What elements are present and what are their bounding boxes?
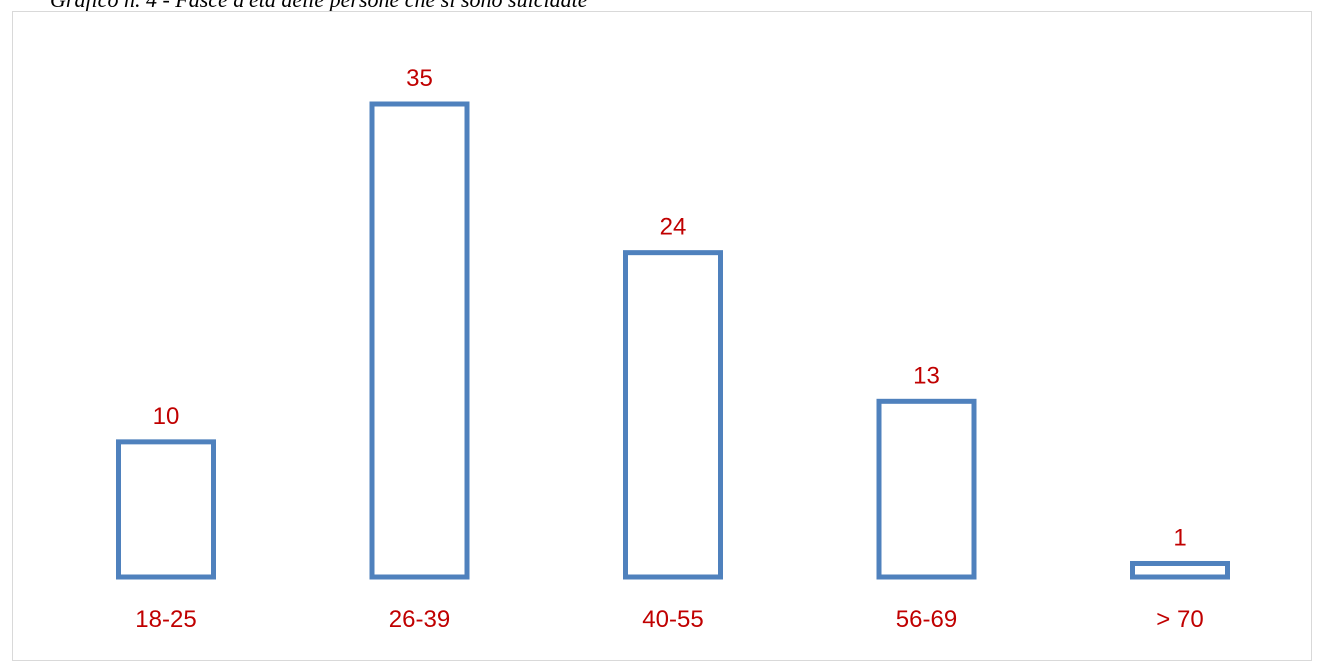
data-label-3: 13	[913, 362, 940, 389]
x-tick-label-4: > 70	[1156, 606, 1203, 633]
x-tick-label-1: 26-39	[389, 606, 450, 633]
bar-4	[1130, 560, 1230, 580]
x-tick-label-2: 40-55	[642, 606, 703, 633]
bar-0	[116, 439, 216, 580]
x-tick-label-3: 56-69	[896, 606, 957, 633]
chart-caption: Grafico n. 4 - Fasce d'età delle persone…	[50, 0, 587, 14]
bars-group	[116, 101, 1230, 580]
bar-2	[623, 250, 723, 580]
x-tick-labels-group: 18-25 26-39 40-55 56-69 > 70	[135, 606, 1203, 633]
data-label-2: 24	[660, 214, 687, 241]
data-label-1: 35	[406, 65, 433, 92]
data-label-0: 10	[153, 403, 180, 430]
bar-3	[876, 398, 977, 580]
data-labels-group: 10 35 24 13 1	[153, 65, 1187, 551]
bar-chart: 10 35 24 13 1 18-25 26-39 40-55 56-69 > 70	[116, 65, 1230, 633]
data-label-4: 1	[1173, 524, 1186, 551]
bar-1	[369, 101, 470, 580]
x-tick-label-0: 18-25	[135, 606, 196, 633]
